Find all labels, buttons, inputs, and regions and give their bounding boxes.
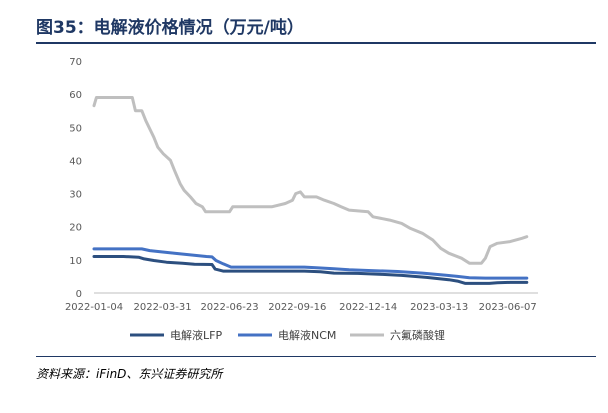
y-tick-label: 40: [69, 156, 82, 167]
chart-plot-area: [92, 96, 529, 285]
legend-label-2: 电解液NCM: [278, 328, 336, 342]
y-tick-label: 10: [69, 256, 82, 267]
y-tick-label: 30: [69, 190, 82, 201]
y-tick-label: 60: [69, 90, 82, 101]
figure-title: 图35：电解液价格情况（万元/吨）: [36, 18, 304, 38]
x-tick-label: 2023-03-13: [410, 302, 468, 313]
source-note: 资料来源：iFinD、东兴证券研究所: [36, 367, 223, 381]
legend-label-3: 六氟磷酸锂: [390, 328, 445, 342]
x-tick-label: 2023-06-07: [479, 302, 537, 313]
x-tick-label: 2022-12-14: [339, 302, 397, 313]
series-line-3: [92, 96, 529, 265]
y-tick-label: 70: [69, 57, 82, 68]
x-tick-label: 2022-01-04: [65, 302, 123, 313]
x-tick-label: 2022-03-31: [133, 302, 191, 313]
source-rule: [36, 356, 596, 357]
series-line-1: [92, 255, 529, 285]
y-tick-label: 20: [69, 223, 82, 234]
x-tick-label: 2022-06-23: [200, 302, 258, 313]
y-tick-label: 0: [76, 289, 82, 300]
legend-label-1: 电解液LFP: [170, 328, 222, 342]
title-rule: [36, 42, 596, 44]
series-line-2: [92, 247, 529, 280]
x-tick-label: 2022-09-16: [268, 302, 326, 313]
y-tick-label: 50: [69, 123, 82, 134]
chart-axes: 0 10 20 30 40 50 60 70 2022-01-04 2022-03-31 2022-…: [65, 57, 538, 313]
chart-legend: 电解液LFP 电解液NCM 六氟磷酸锂: [130, 328, 445, 342]
